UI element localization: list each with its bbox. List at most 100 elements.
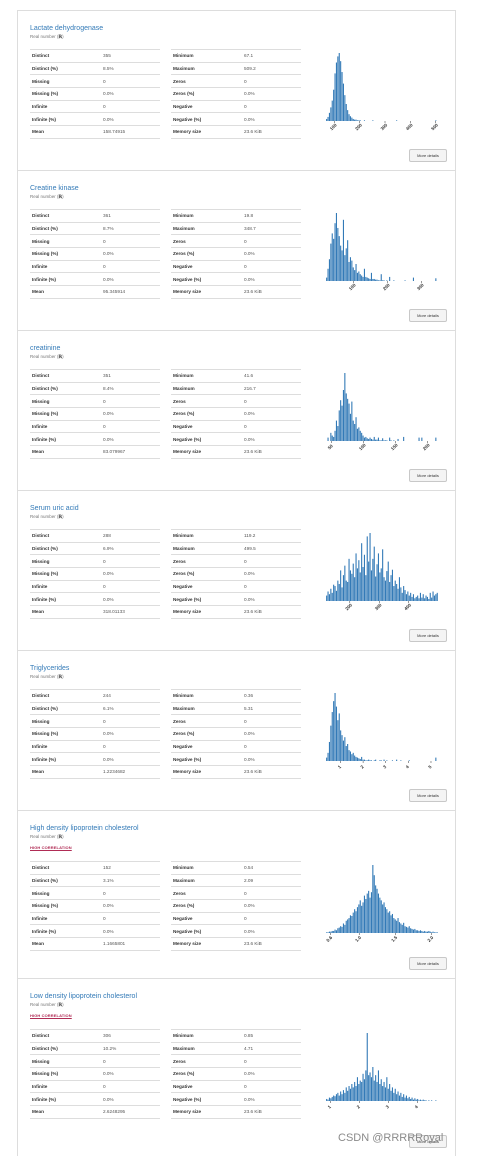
histogram-bar xyxy=(372,278,374,281)
variable-card-low-density-lipoprotein-cholesterol: Low density lipoprotein cholesterol Real … xyxy=(18,978,455,1157)
histogram-bar xyxy=(380,760,382,761)
high-correlation-badge[interactable]: HIGH CORRELATION xyxy=(30,845,72,850)
stat-label: Infinite (%) xyxy=(32,928,56,934)
histogram-bar xyxy=(432,591,434,601)
more-details-button[interactable]: More details xyxy=(409,149,447,162)
stat-row-maximum: Maximum 216.7 xyxy=(171,383,301,396)
histogram-bar xyxy=(330,1098,332,1101)
histogram-bar xyxy=(342,1090,344,1101)
stat-label: Missing (%) xyxy=(32,903,59,909)
type-prefix: Real number ( xyxy=(30,834,59,839)
stat-value: 355 xyxy=(103,53,111,59)
more-details-button[interactable]: More details xyxy=(409,789,447,802)
histogram-bar xyxy=(355,553,357,601)
stat-row-missing: Missing 0 xyxy=(30,75,160,89)
type-symbol: ℝ xyxy=(58,674,63,679)
variable-type: Real number (ℝ) xyxy=(30,34,64,40)
histogram-bar xyxy=(345,920,347,933)
stat-value: 0 xyxy=(244,916,247,922)
histogram-bar xyxy=(352,420,354,441)
histogram-bar xyxy=(349,116,351,121)
histogram-bar xyxy=(404,590,406,601)
histogram-bar xyxy=(342,575,344,601)
stat-value: 0.0% xyxy=(244,436,255,442)
type-prefix: Real number ( xyxy=(30,514,59,519)
histogram-bar xyxy=(340,1091,342,1101)
histogram-bar xyxy=(333,436,335,441)
histogram-bar xyxy=(338,410,340,441)
histogram-bar xyxy=(370,760,372,761)
stats-table-left: Distinct 244 Distinct (%) 6.1% Missing 0 Missi… xyxy=(30,689,160,779)
variable-name[interactable]: Serum uric acid xyxy=(30,505,79,512)
type-suffix: ) xyxy=(62,514,64,519)
variable-name[interactable]: Triglycerides xyxy=(30,665,70,672)
histogram-bar xyxy=(337,720,339,761)
x-tick-label: 200 xyxy=(422,442,431,451)
histogram-bar xyxy=(341,1094,343,1101)
histogram-bar xyxy=(331,930,333,933)
histogram-bar xyxy=(337,928,339,933)
type-symbol: ℝ xyxy=(58,354,63,359)
stat-value: 288 xyxy=(103,533,111,539)
stat-row-zeros: Zeros 0 xyxy=(171,1055,301,1069)
histogram-bar xyxy=(348,261,350,281)
histogram-bar xyxy=(401,924,403,933)
histogram-bar xyxy=(372,439,374,441)
stats-table-right: Minimum 0.36 Maximum 5.31 Zeros 0 Zeros (%) 0.0… xyxy=(171,689,301,779)
stat-row-missing-pct: Missing (%) 0.0% xyxy=(30,88,160,101)
stat-value: 0 xyxy=(244,424,247,430)
stat-value: 0.0% xyxy=(103,731,114,737)
histogram-bar xyxy=(424,1100,426,1101)
histogram-bar xyxy=(411,596,413,601)
more-details-button[interactable]: More details xyxy=(409,469,447,482)
histogram-bar xyxy=(361,275,363,281)
stat-row-infinite-pct: Infinite (%) 0.0% xyxy=(30,753,160,767)
histogram-bar xyxy=(377,437,379,441)
variable-name[interactable]: Creatine kinase xyxy=(30,185,79,192)
histogram-bar xyxy=(391,913,393,933)
stat-value: 95.345914 xyxy=(103,289,126,295)
x-tick-label: 4 xyxy=(405,764,411,770)
more-details-button[interactable]: More details xyxy=(409,957,447,970)
high-correlation-badge[interactable]: HIGH CORRELATION xyxy=(30,1013,72,1018)
histogram-bar xyxy=(422,931,424,933)
histogram-bar xyxy=(382,1086,384,1101)
variable-card-creatinine: creatinine Real number (ℝ) Distinct 351 Dist… xyxy=(18,330,455,491)
histogram-bar xyxy=(375,885,377,933)
stat-row-maximum: Maximum 348.7 xyxy=(171,223,301,236)
variable-name[interactable]: High density lipoprotein cholesterol xyxy=(30,825,139,832)
histogram-bar xyxy=(373,278,375,281)
stat-label: Distinct xyxy=(32,865,50,871)
stat-value: 3.1% xyxy=(103,878,114,884)
histogram-bar xyxy=(376,564,378,601)
histogram-bar xyxy=(386,440,388,441)
variable-name[interactable]: Lactate dehydrogenase xyxy=(30,25,104,32)
x-tick-label: 2 xyxy=(359,764,365,770)
histogram-bar xyxy=(400,760,402,761)
more-details-button[interactable]: More details xyxy=(409,1135,447,1148)
stat-label: Mean xyxy=(32,129,44,135)
more-details-button[interactable]: More details xyxy=(409,629,447,642)
histogram-bar xyxy=(341,405,343,441)
histogram-bar xyxy=(425,1100,427,1101)
type-symbol: ℝ xyxy=(58,1002,63,1007)
variable-name[interactable]: creatinine xyxy=(30,345,61,352)
more-details-button[interactable]: More details xyxy=(409,309,447,322)
stat-row-negative: Negative 0 xyxy=(171,261,301,274)
stat-row-infinite: Infinite 0 xyxy=(30,581,160,594)
stat-label: Infinite xyxy=(32,584,48,590)
histogram-bar xyxy=(337,1092,339,1101)
stat-label: Memory size xyxy=(173,1109,202,1115)
stat-row-distinct: Distinct 355 xyxy=(30,50,160,63)
variable-name[interactable]: Low density lipoprotein cholesterol xyxy=(30,993,138,1000)
histogram-bar xyxy=(359,430,361,441)
stat-value: 0 xyxy=(244,238,247,244)
stat-label: Minimum xyxy=(173,693,194,699)
stat-row-distinct-pct: Distinct (%) 6.9% xyxy=(30,543,160,556)
stat-value: 0.0% xyxy=(103,411,114,417)
stat-label: Negative xyxy=(173,916,193,922)
histogram-bar xyxy=(335,62,337,121)
histogram: 1 2 3 4 xyxy=(326,1033,437,1110)
histogram-bar xyxy=(326,118,328,121)
histogram-bar xyxy=(414,928,416,933)
